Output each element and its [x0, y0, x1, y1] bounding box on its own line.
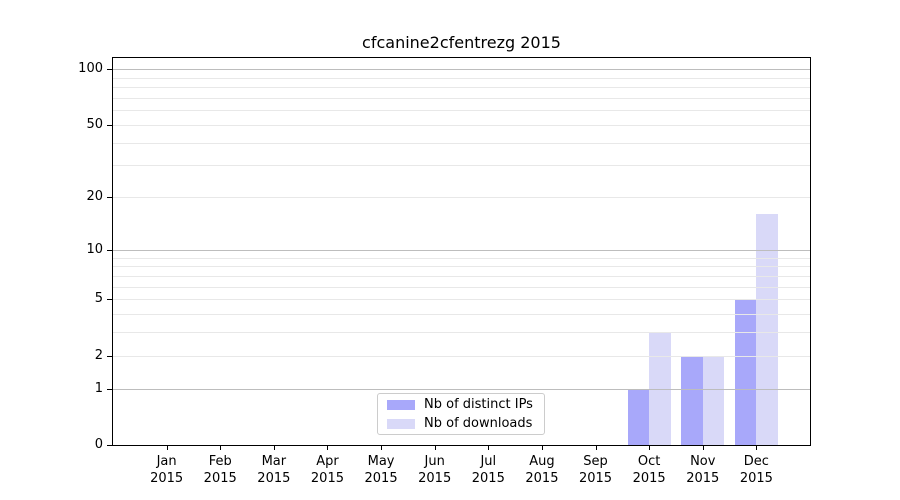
- gridline-minor: [113, 110, 810, 112]
- gridline-minor: [113, 124, 810, 126]
- gridline-minor: [113, 165, 810, 167]
- x-tick-label-nov: Nov 2015: [671, 453, 735, 487]
- x-tick-mark: [166, 445, 168, 450]
- y-tick-label: 20: [86, 189, 103, 205]
- x-tick-month: Sep: [583, 454, 608, 469]
- bar-nov-distinct-ips: [681, 355, 703, 445]
- x-tick-mark: [488, 445, 490, 450]
- y-tick-mark: [107, 299, 112, 301]
- x-tick-label-jul: Jul 2015: [456, 453, 520, 487]
- x-tick-mark: [595, 445, 597, 450]
- x-tick-mark: [756, 445, 758, 450]
- gridline-minor: [113, 197, 810, 199]
- gridline-minor: [113, 87, 810, 89]
- x-tick-label-sep: Sep 2015: [564, 453, 628, 487]
- legend-label-distinct-ips: Nb of distinct IPs: [424, 397, 533, 412]
- plot-area: Nb of distinct IPs Nb of downloads 0 1 2 5 1…: [78, 57, 811, 486]
- x-tick-month: Aug: [529, 454, 555, 469]
- x-tick-label-mar: Mar 2015: [242, 453, 306, 487]
- gridline-minor: [113, 142, 810, 144]
- gridline-major: [113, 69, 810, 71]
- x-tick-mark: [541, 445, 543, 450]
- x-tick-year: 2015: [364, 471, 398, 486]
- y-tick-label: 10: [86, 241, 103, 257]
- y-tick-label: 50: [86, 116, 103, 132]
- x-tick-mark: [220, 445, 222, 450]
- gridline-minor: [113, 332, 810, 334]
- x-tick-year: 2015: [203, 471, 237, 486]
- legend-label-downloads: Nb of downloads: [424, 416, 533, 431]
- gridline-major: [113, 249, 810, 251]
- bar-nov-downloads: [702, 355, 725, 445]
- legend: Nb of distinct IPs Nb of downloads: [377, 393, 545, 435]
- x-tick-year: 2015: [739, 471, 773, 486]
- x-tick-month: Apr: [316, 454, 339, 469]
- y-tick-label: 0: [94, 437, 103, 452]
- y-tick-mark: [107, 69, 112, 71]
- bar-oct-downloads: [649, 332, 671, 445]
- gridline-minor: [113, 77, 810, 79]
- x-tick-mark: [381, 445, 383, 450]
- y-tick-mark: [107, 445, 112, 446]
- legend-swatch-downloads-icon: [387, 418, 415, 429]
- bar-dec-distinct-ips: [734, 299, 757, 445]
- x-tick-label-may: May 2015: [349, 453, 413, 487]
- y-tick-label: 100: [78, 61, 103, 77]
- x-tick-label-feb: Feb 2015: [188, 453, 252, 487]
- y-tick-mark: [107, 388, 112, 390]
- x-tick-month: Feb: [208, 454, 232, 469]
- x-tick-label-jun: Jun 2015: [403, 453, 467, 487]
- x-tick-month: Jan: [156, 454, 177, 469]
- x-tick-year: 2015: [525, 471, 559, 486]
- x-tick-year: 2015: [418, 471, 452, 486]
- x-tick-month: Mar: [261, 454, 287, 469]
- x-tick-month: Dec: [743, 454, 769, 469]
- x-tick-year: 2015: [686, 471, 720, 486]
- x-tick-mark: [434, 445, 436, 450]
- x-tick-year: 2015: [310, 471, 344, 486]
- x-tick-label-aug: Aug 2015: [510, 453, 574, 487]
- gridline-minor: [113, 275, 810, 277]
- legend-entry-distinct-ips: Nb of distinct IPs: [387, 397, 535, 412]
- gridline-minor: [113, 266, 810, 268]
- gridline-minor: [113, 299, 810, 301]
- x-tick-year: 2015: [257, 471, 291, 486]
- gridline-minor: [113, 286, 810, 288]
- gridline-minor: [113, 257, 810, 259]
- x-tick-year: 2015: [578, 471, 613, 486]
- y-tick-mark: [107, 197, 112, 199]
- gridline-minor: [113, 97, 810, 99]
- bar-oct-distinct-ips: [627, 388, 650, 445]
- x-tick-month: Nov: [690, 454, 716, 469]
- legend-swatch-distinct-ips-icon: [387, 399, 415, 410]
- y-tick-label: 5: [94, 291, 103, 307]
- y-tick-mark: [107, 355, 112, 357]
- x-tick-month: Jun: [424, 454, 445, 469]
- y-tick-mark: [107, 249, 112, 251]
- x-tick-label-apr: Apr 2015: [295, 453, 359, 487]
- y-tick-label: 1: [94, 380, 103, 396]
- chart-title: cfcanine2cfentrezg 2015: [362, 33, 561, 52]
- x-tick-label-oct: Oct 2015: [617, 453, 681, 487]
- x-tick-month: May: [367, 454, 395, 469]
- x-tick-year: 2015: [632, 471, 666, 486]
- x-tick-mark: [649, 445, 651, 450]
- bar-dec-downloads: [756, 214, 778, 445]
- x-tick-month: Oct: [637, 454, 661, 469]
- y-tick-label: 2: [94, 347, 103, 363]
- x-tick-year: 2015: [471, 471, 505, 486]
- x-tick-year: 2015: [150, 471, 184, 486]
- y-tick-mark: [107, 124, 112, 126]
- x-tick-mark: [327, 445, 329, 450]
- legend-entry-downloads: Nb of downloads: [387, 416, 535, 431]
- x-tick-mark: [702, 445, 704, 450]
- x-tick-label-dec: Dec 2015: [724, 453, 788, 487]
- gridline-minor: [113, 313, 810, 315]
- x-tick-label-jan: Jan 2015: [135, 453, 199, 487]
- x-tick-month: Jul: [480, 454, 497, 469]
- x-tick-mark: [273, 445, 275, 450]
